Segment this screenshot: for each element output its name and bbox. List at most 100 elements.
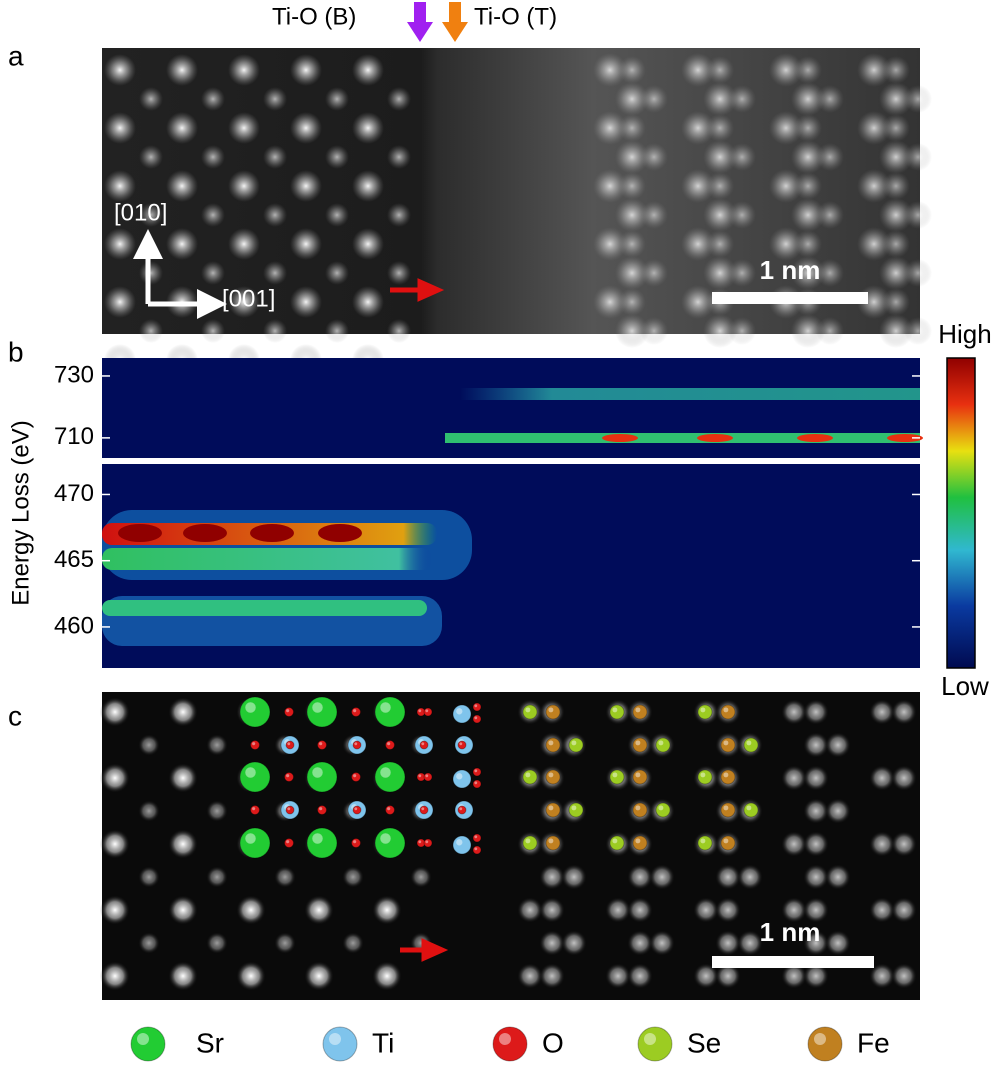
atom-highlight: [286, 709, 290, 713]
atom-highlight: [312, 833, 323, 844]
y-tick-label: 710: [54, 423, 94, 450]
annotation: Ti-O (B): [272, 3, 356, 30]
y-tick-label: 730: [54, 361, 94, 388]
atom-highlight: [459, 807, 463, 811]
atom-highlight: [746, 740, 752, 746]
atom-highlight: [425, 840, 429, 844]
atom-column: [803, 798, 829, 824]
atom-column: [263, 145, 287, 169]
atom-column: [640, 259, 668, 287]
atom-column: [593, 111, 627, 145]
atom-highlight: [456, 708, 463, 715]
atom-column: [387, 87, 411, 111]
atom-column: [715, 897, 741, 923]
atom-column: [201, 87, 225, 111]
atom-highlight: [723, 772, 729, 778]
atom: [457, 740, 467, 750]
atom-column: [290, 54, 322, 86]
atom-column: [138, 932, 160, 954]
atom: [522, 704, 538, 720]
panel-label: c: [8, 700, 22, 731]
panel-a: a Ti-O (B) Ti-O (T) [010] [001] 1 nm: [8, 2, 932, 376]
atom-column: [649, 864, 675, 890]
atom-highlight: [252, 807, 256, 811]
legend-swatch: [492, 1026, 528, 1062]
colorbar-label: Low: [941, 671, 989, 701]
atom-highlight: [425, 709, 429, 713]
atom: [419, 805, 429, 815]
atom-column: [410, 866, 432, 888]
atom-column: [737, 930, 763, 956]
atom-highlight: [252, 742, 256, 746]
atom: [385, 740, 395, 750]
atom: [352, 805, 362, 815]
atom: [632, 835, 648, 851]
atom: [284, 772, 294, 782]
atom-column: [605, 963, 631, 989]
atom-highlight: [353, 840, 357, 844]
colorbar-label: High: [938, 319, 991, 349]
atom-column: [728, 259, 756, 287]
atom-highlight: [459, 742, 463, 746]
atom-column: [681, 111, 715, 145]
atom-highlight: [635, 740, 641, 746]
atom-highlight: [418, 840, 422, 844]
atom-column: [857, 111, 891, 145]
atom-highlight: [700, 838, 706, 844]
axis-label: [010]: [114, 199, 167, 226]
atom-column: [561, 864, 587, 890]
atom-column: [236, 961, 266, 991]
atom-column: [728, 317, 756, 345]
atom-column: [869, 699, 895, 725]
atom-highlight: [612, 838, 618, 844]
legend-swatch: [130, 1026, 166, 1062]
atom-column: [891, 897, 917, 923]
atom-column: [100, 763, 130, 793]
atom-column: [325, 203, 349, 227]
atom-column: [715, 864, 741, 890]
atom-column: [593, 227, 627, 261]
atom-column: [706, 114, 734, 142]
atom-column: [615, 256, 649, 290]
atom-column: [728, 143, 756, 171]
atom: [423, 838, 433, 848]
atom-highlight: [354, 807, 358, 811]
atom: [351, 838, 361, 848]
atom-column: [228, 286, 260, 318]
atom: [472, 845, 482, 855]
atom-column: [352, 54, 384, 86]
atom-column: [100, 961, 130, 991]
atom-column: [803, 699, 829, 725]
atom: [317, 740, 327, 750]
atom-highlight: [418, 709, 422, 713]
atom-column: [228, 228, 260, 260]
atom: [472, 767, 482, 777]
atom: [522, 769, 538, 785]
legend-swatch: [807, 1026, 843, 1062]
hot-spot: [318, 524, 362, 542]
panel-label: a: [8, 40, 24, 71]
arrow: [407, 2, 433, 42]
atom: [457, 805, 467, 815]
atom-column: [879, 256, 913, 290]
atom: [545, 802, 561, 818]
atom-column: [693, 897, 719, 923]
scale-bar: [712, 956, 874, 968]
atom: [239, 761, 271, 793]
atom-column: [615, 82, 649, 116]
atom: [545, 835, 561, 851]
atom-column: [100, 829, 130, 859]
atom: [655, 802, 671, 818]
atom-column: [352, 228, 384, 260]
atom-column: [803, 930, 829, 956]
atom-column: [206, 932, 228, 954]
atom: [472, 702, 482, 712]
atom-column: [816, 143, 844, 171]
atom-column: [304, 895, 334, 925]
atom-highlight: [286, 840, 290, 844]
arrow: [400, 938, 449, 962]
atom-column: [627, 963, 653, 989]
atom: [285, 740, 295, 750]
atom-column: [882, 172, 910, 200]
atom-highlight: [658, 740, 664, 746]
